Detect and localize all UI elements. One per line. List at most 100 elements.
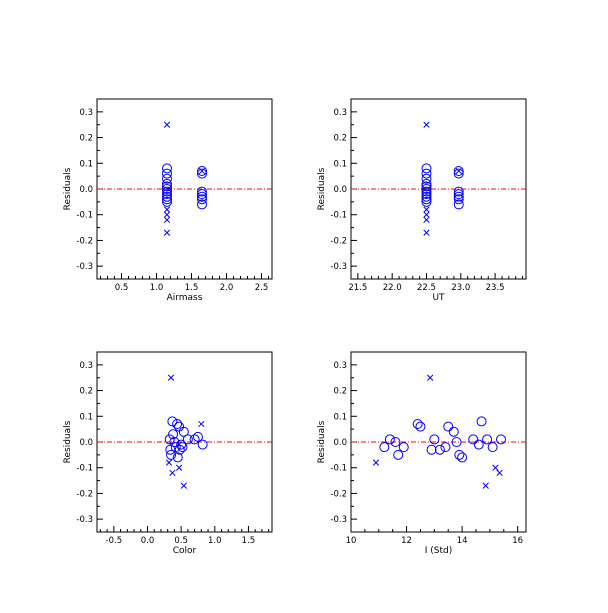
data-point-cross	[423, 229, 430, 236]
data-point-circle	[162, 173, 172, 184]
data-point-circle	[421, 196, 432, 207]
cross-stroke	[163, 206, 171, 213]
x-tick-label: -0.5	[106, 536, 123, 546]
data-point-circle	[426, 444, 437, 455]
data-point-circle	[182, 434, 193, 445]
data-point-circle	[421, 173, 432, 184]
cross-stroke	[163, 229, 171, 236]
data-point-circle	[487, 442, 498, 453]
data-point-circle	[496, 434, 506, 445]
cross-stroke	[423, 229, 430, 236]
y-tick-label: -0.3	[330, 515, 347, 525]
x-tick-label: 1.5	[185, 283, 199, 293]
y-axis-label: Residuals	[317, 420, 327, 463]
data-point-circle	[172, 419, 183, 429]
data-point-circle	[162, 181, 172, 192]
y-tick-label: -0.1	[76, 464, 93, 474]
data-point-circle	[169, 437, 180, 447]
data-point-circle	[415, 421, 426, 432]
x-axis-label: UT	[432, 293, 445, 303]
data-point-cross	[198, 167, 206, 175]
data-point-cross	[165, 459, 173, 466]
x-tick-label: 22.0	[383, 283, 402, 293]
data-point-circle	[197, 194, 207, 205]
x-tick-label: 0.0	[141, 536, 155, 546]
data-point-circle	[421, 194, 432, 205]
data-point-circle	[162, 196, 172, 207]
data-point-circle	[197, 199, 207, 210]
data-point-circle	[189, 434, 200, 445]
panel-airmass: 0.5 1.0 1.5 2.0 2.5 -0.3 -0.2 -0.1 0.0 0.1 0.2 0.3 A…	[63, 98, 273, 303]
data-point-cross	[427, 374, 434, 381]
y-tick-label: -0.1	[330, 464, 347, 474]
data-point-circle	[443, 421, 454, 432]
data-point-circle	[162, 178, 172, 189]
data-point-circle	[166, 449, 177, 460]
data-point-circle	[172, 452, 183, 463]
x-tick-label: 2.5	[255, 283, 269, 293]
data-point-cross	[180, 482, 187, 489]
data-point-circle	[162, 163, 172, 174]
x-axis-label: Airmass	[167, 293, 203, 303]
data-point-circle	[457, 452, 468, 463]
y-tick-label: 0.0	[333, 438, 347, 448]
cross-stroke	[423, 216, 430, 224]
data-point-circle	[164, 434, 175, 445]
data-point-circle	[197, 166, 207, 176]
data-point-circle	[440, 442, 451, 453]
y-tick-label: -0.3	[76, 262, 93, 272]
y-tick-label: 0.0	[333, 185, 347, 195]
data-point-circle	[448, 426, 459, 437]
x-axis-label: Color	[173, 546, 197, 556]
panel-color: -0.5 0.0 0.5 1.0 1.5 -0.3 -0.2 -0.1 0.0 0.1 0.2 0.3…	[63, 351, 273, 556]
cross-stroke	[423, 211, 430, 218]
y-tick-label: -0.3	[330, 262, 347, 272]
data-point-circle	[453, 194, 464, 205]
x-tick-label: 16	[512, 536, 523, 546]
data-point-circle	[421, 191, 432, 202]
data-point-circle	[384, 434, 395, 445]
data-point-circle	[162, 194, 172, 205]
data-point-cross	[163, 229, 171, 236]
data-point-circle	[451, 437, 462, 447]
cross-stroke	[163, 216, 171, 224]
data-point-cross	[423, 211, 430, 218]
data-point-circle	[168, 429, 179, 440]
x-tick-label: 1.5	[242, 536, 256, 546]
cross-stroke	[163, 121, 171, 128]
y-tick-label: 0.0	[79, 185, 93, 195]
y-tick-label: 0.3	[79, 361, 93, 371]
data-point-circle	[197, 168, 207, 179]
cross-stroke	[180, 482, 187, 489]
data-point-circle	[162, 186, 172, 197]
panel-istd: 10 12 14 16 -0.3 -0.2 -0.1 0.0 0.1 0.2 0.3 I (Std) R…	[317, 351, 527, 556]
data-point-circle	[453, 186, 464, 197]
data-point-circle	[421, 178, 432, 189]
y-tick-label: 0.3	[79, 108, 93, 118]
data-point-cross	[423, 121, 430, 128]
data-point-circle	[468, 434, 479, 445]
data-point-circle	[379, 442, 390, 453]
cross-stroke	[163, 211, 171, 218]
data-point-circle	[162, 184, 172, 194]
data-point-circle	[429, 434, 440, 445]
data-point-cross	[163, 121, 171, 128]
data-point-cross	[198, 420, 205, 428]
cross-stroke	[492, 464, 499, 471]
cross-stroke	[423, 121, 430, 128]
y-axis-label: Residuals	[317, 167, 327, 210]
data-point-cross	[482, 482, 489, 489]
data-point-cross	[175, 464, 183, 471]
data-point-cross	[372, 459, 380, 466]
cross-stroke	[167, 374, 175, 381]
data-point-circle	[390, 437, 401, 447]
data-point-cross	[163, 206, 171, 213]
x-tick-label: 0.5	[174, 536, 188, 546]
y-tick-label: 0.0	[79, 438, 93, 448]
panel-ut: 21.5 22.0 22.5 23.0 23.5 -0.3 -0.2 -0.1 0.0 0.1 0.…	[317, 98, 527, 303]
data-point-circle	[197, 186, 207, 197]
cross-stroke	[198, 167, 206, 175]
cross-stroke	[427, 374, 434, 381]
y-tick-label: -0.2	[76, 489, 93, 499]
